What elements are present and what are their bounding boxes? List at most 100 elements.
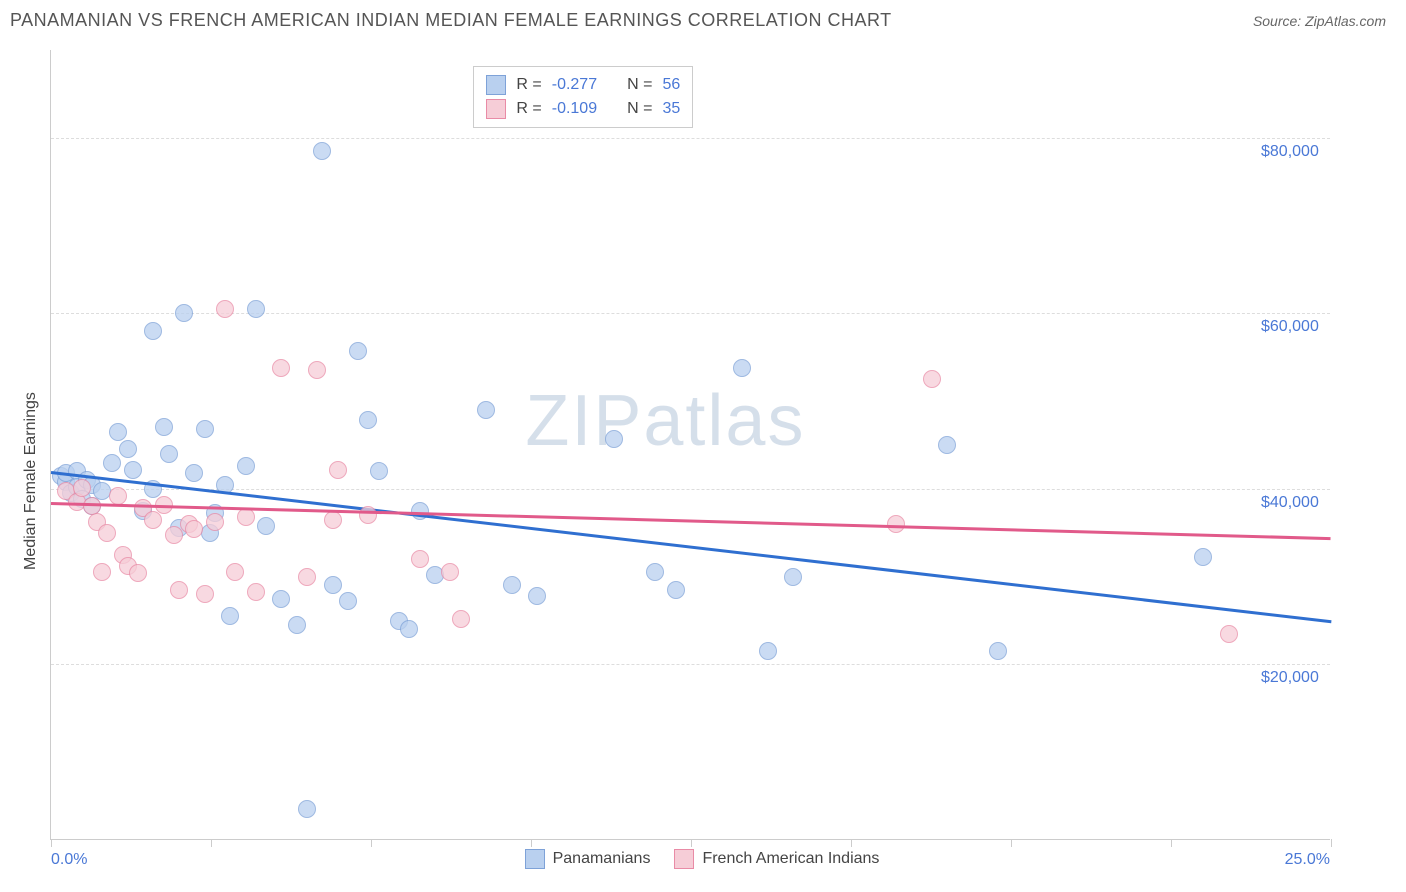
scatter-point (103, 454, 121, 472)
x-tick (51, 839, 52, 847)
scatter-point (359, 506, 377, 524)
scatter-point (477, 401, 495, 419)
scatter-point (73, 479, 91, 497)
scatter-point (1194, 548, 1212, 566)
grid-line (51, 313, 1330, 314)
scatter-point (237, 457, 255, 475)
scatter-point (298, 800, 316, 818)
scatter-point (308, 361, 326, 379)
chart-title: PANAMANIAN VS FRENCH AMERICAN INDIAN MED… (10, 10, 892, 31)
scatter-point (784, 568, 802, 586)
scatter-point (196, 585, 214, 603)
scatter-point (119, 440, 137, 458)
stats-legend-row: R = -0.277 N = 56 (486, 73, 680, 97)
stats-legend-row: R = -0.109N = 35 (486, 97, 680, 121)
scatter-point (452, 610, 470, 628)
legend-label: French American Indians (702, 850, 879, 868)
chart-container: Median Female Earnings ZIPatlas $20,000$… (50, 50, 1390, 840)
y-tick-label: $80,000 (1261, 143, 1319, 161)
scatter-point (185, 464, 203, 482)
x-tick (1171, 839, 1172, 847)
source-attribution: Source: ZipAtlas.com (1253, 13, 1386, 29)
scatter-point (221, 607, 239, 625)
legend-swatch (674, 849, 694, 869)
scatter-point (170, 581, 188, 599)
x-tick (1331, 839, 1332, 847)
legend-item: Panamanians (525, 849, 651, 869)
scatter-point (175, 304, 193, 322)
scatter-point (667, 581, 685, 599)
scatter-point (226, 563, 244, 581)
scatter-point (144, 322, 162, 340)
scatter-point (349, 342, 367, 360)
scatter-point (196, 420, 214, 438)
source-name: ZipAtlas.com (1305, 13, 1386, 29)
scatter-point (257, 517, 275, 535)
stat-n-label: N = (627, 100, 652, 118)
scatter-point (989, 642, 1007, 660)
scatter-point (165, 526, 183, 544)
x-axis-label-max: 25.0% (1285, 851, 1330, 869)
series-legend: Panamanians French American Indians (525, 849, 880, 869)
x-tick (851, 839, 852, 847)
x-tick (1011, 839, 1012, 847)
grid-line (51, 138, 1330, 139)
scatter-point (129, 564, 147, 582)
x-tick (691, 839, 692, 847)
scatter-point (247, 300, 265, 318)
scatter-point (441, 563, 459, 581)
scatter-point (528, 587, 546, 605)
scatter-point (339, 592, 357, 610)
scatter-point (272, 590, 290, 608)
scatter-point (313, 142, 331, 160)
scatter-point (759, 642, 777, 660)
grid-line (51, 664, 1330, 665)
x-tick (211, 839, 212, 847)
scatter-point (160, 445, 178, 463)
scatter-point (605, 430, 623, 448)
scatter-point (247, 583, 265, 601)
source-prefix: Source: (1253, 13, 1305, 29)
stat-n-label: N = (627, 76, 652, 94)
stat-r-value: -0.109 (552, 100, 597, 118)
scatter-point (109, 487, 127, 505)
x-tick (371, 839, 372, 847)
scatter-point (109, 423, 127, 441)
scatter-point (98, 524, 116, 542)
scatter-point (288, 616, 306, 634)
scatter-point (206, 513, 224, 531)
y-tick-label: $20,000 (1261, 669, 1319, 687)
scatter-point (298, 568, 316, 586)
scatter-point (503, 576, 521, 594)
legend-label: Panamanians (553, 850, 651, 868)
y-axis-title: Median Female Earnings (22, 392, 40, 570)
scatter-point (938, 436, 956, 454)
scatter-point (237, 508, 255, 526)
watermark: ZIPatlas (525, 380, 805, 462)
scatter-point (359, 411, 377, 429)
scatter-point (324, 576, 342, 594)
scatter-point (923, 370, 941, 388)
stats-legend: R = -0.277N = 56R = -0.109N = 35 (473, 66, 693, 128)
legend-swatch (486, 75, 506, 95)
scatter-point (370, 462, 388, 480)
legend-swatch (486, 99, 506, 119)
stat-r-label: R = (516, 76, 541, 94)
scatter-point (216, 300, 234, 318)
stat-n-value: 56 (662, 76, 680, 94)
scatter-point (272, 359, 290, 377)
grid-line (51, 489, 1330, 490)
x-axis-label-min: 0.0% (51, 851, 87, 869)
scatter-point (411, 550, 429, 568)
scatter-point (1220, 625, 1238, 643)
scatter-point (646, 563, 664, 581)
plot-area: ZIPatlas $20,000$40,000$60,000$80,0000.0… (50, 50, 1330, 840)
stat-r-value: -0.277 (552, 76, 597, 94)
scatter-point (124, 461, 142, 479)
y-tick-label: $40,000 (1261, 494, 1319, 512)
legend-item: French American Indians (674, 849, 879, 869)
trend-line (51, 471, 1331, 623)
scatter-point (329, 461, 347, 479)
scatter-point (155, 418, 173, 436)
stat-r-label: R = (516, 100, 541, 118)
